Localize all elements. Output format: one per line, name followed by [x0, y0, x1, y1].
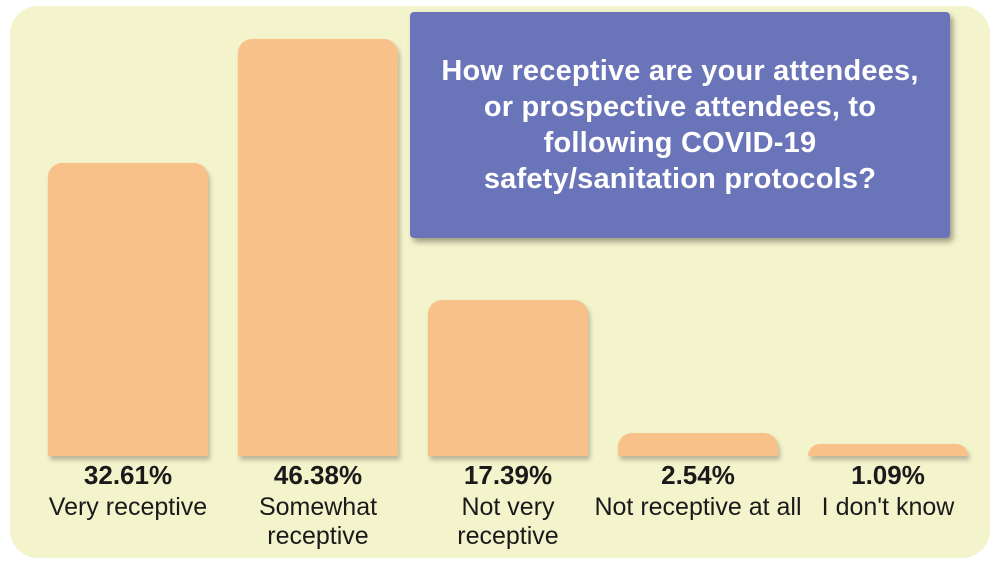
- value-label-1: 46.38%: [210, 460, 426, 491]
- category-label-2: Not very receptive: [408, 493, 608, 551]
- chart-title-box: How receptive are your attendees, or pro…: [410, 12, 950, 238]
- category-label-3: Not receptive at all: [590, 493, 806, 522]
- bar-4: [808, 444, 968, 456]
- bar-2: [428, 300, 588, 457]
- chart-container: How receptive are your attendees, or pro…: [10, 6, 990, 558]
- category-label-4: I don't know: [788, 493, 988, 522]
- label-group-1: 46.38%Somewhat receptive: [210, 460, 426, 551]
- bar-0: [48, 163, 208, 456]
- value-label-4: 1.09%: [788, 460, 988, 491]
- labels-area: 32.61%Very receptive46.38%Somewhat recep…: [10, 460, 990, 560]
- bar-1: [238, 39, 398, 456]
- category-label-1: Somewhat receptive: [210, 493, 426, 551]
- value-label-3: 2.54%: [590, 460, 806, 491]
- label-group-3: 2.54%Not receptive at all: [590, 460, 806, 522]
- chart-title-text: How receptive are your attendees, or pro…: [430, 53, 930, 198]
- label-group-4: 1.09%I don't know: [788, 460, 988, 522]
- value-label-2: 17.39%: [408, 460, 608, 491]
- value-label-0: 32.61%: [28, 460, 228, 491]
- bar-3: [618, 433, 778, 456]
- label-group-2: 17.39%Not very receptive: [408, 460, 608, 551]
- label-group-0: 32.61%Very receptive: [28, 460, 228, 522]
- category-label-0: Very receptive: [28, 493, 228, 522]
